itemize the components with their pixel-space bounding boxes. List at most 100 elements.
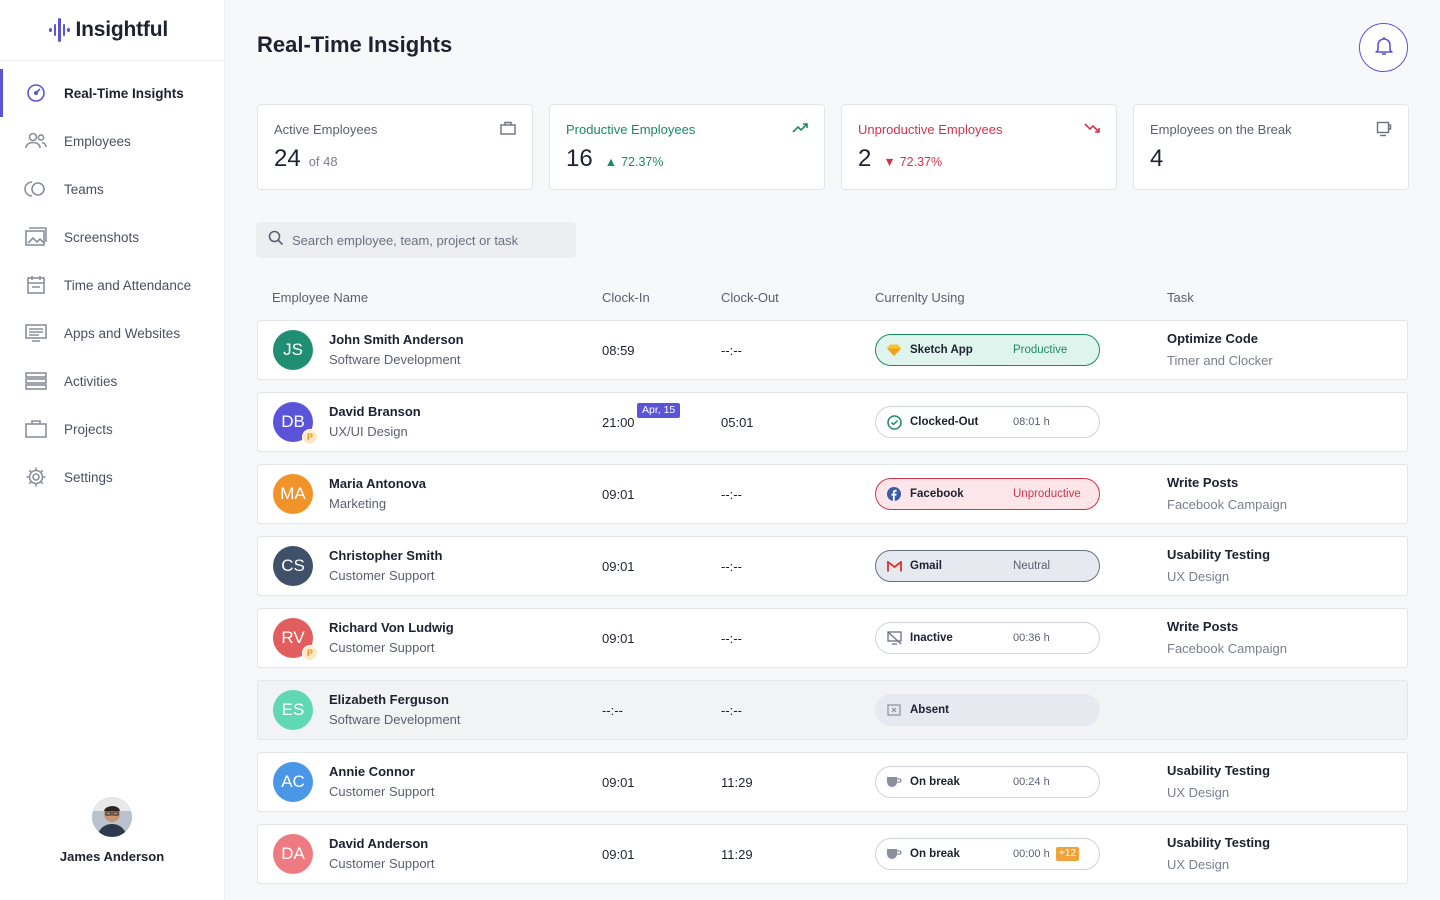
clock-in-time: --:-- bbox=[602, 703, 623, 718]
table-row[interactable]: ES Elizabeth Ferguson Software Developme… bbox=[257, 680, 1408, 740]
task-name: Usability Testing bbox=[1167, 547, 1271, 562]
sidebar-item-time-and-attendance[interactable]: Time and Attendance bbox=[0, 261, 224, 309]
coffee-cup-icon bbox=[886, 774, 902, 790]
clock-out-time: --:-- bbox=[721, 703, 742, 718]
current-app-pill[interactable]: Inactive 00:36 h bbox=[875, 622, 1100, 654]
column-header-employee-name: Employee Name bbox=[272, 290, 369, 305]
table-row[interactable]: CS Christopher Smith Customer Support 09… bbox=[257, 536, 1408, 596]
triangle-up-icon: ▲ bbox=[604, 155, 618, 169]
stat-title: Unproductive Employees bbox=[858, 122, 1003, 137]
clock-in-time: 09:01 bbox=[602, 487, 635, 502]
date-badge: Apr, 15 bbox=[637, 403, 681, 418]
image-icon bbox=[24, 225, 48, 249]
table-row[interactable]: DA David Anderson Customer Support 09:01… bbox=[257, 824, 1408, 884]
employee-team: Customer Support bbox=[329, 640, 435, 655]
current-app-pill[interactable]: Sketch App Productive bbox=[875, 334, 1100, 366]
current-app-pill[interactable]: On break 00:00 h +12 bbox=[875, 838, 1100, 870]
monitor-icon bbox=[24, 321, 48, 345]
avatar: DB bbox=[273, 402, 313, 442]
search-input[interactable] bbox=[292, 232, 562, 248]
bell-icon bbox=[1374, 36, 1393, 59]
task-name: Optimize Code bbox=[1167, 331, 1259, 346]
sidebar: Insightful Real-Time Insights Employees … bbox=[0, 0, 225, 900]
task-project: UX Design bbox=[1167, 785, 1230, 800]
clock-out-time: 11:29 bbox=[721, 775, 753, 790]
sidebar-item-apps-and-websites[interactable]: Apps and Websites bbox=[0, 309, 224, 357]
search-bar[interactable] bbox=[256, 222, 576, 258]
current-app-pill[interactable]: Gmail Neutral bbox=[875, 550, 1100, 582]
sidebar-item-label: Settings bbox=[64, 469, 113, 485]
absent-icon bbox=[886, 702, 902, 718]
task-name: Write Posts bbox=[1167, 475, 1239, 490]
task-project: Facebook Campaign bbox=[1167, 641, 1287, 656]
sidebar-item-label: Screenshots bbox=[64, 229, 140, 245]
sidebar-nav: Real-Time Insights Employees Teams Scree… bbox=[0, 69, 224, 501]
employee-name: Christopher Smith bbox=[329, 548, 443, 563]
duration: 00:36 h bbox=[1013, 632, 1050, 644]
sidebar-item-real-time-insights[interactable]: Real-Time Insights bbox=[0, 69, 224, 117]
clock-in-time: 21:00 bbox=[602, 415, 635, 430]
stat-delta: ▲ 72.37% bbox=[605, 155, 664, 169]
employee-name: Elizabeth Ferguson bbox=[329, 692, 449, 707]
employee-name: David Anderson bbox=[329, 836, 429, 851]
sidebar-item-employees[interactable]: Employees bbox=[0, 117, 224, 165]
task-name: Write Posts bbox=[1167, 619, 1239, 634]
employee-team: Customer Support bbox=[329, 568, 435, 583]
stat-sub: of 48 bbox=[308, 154, 338, 169]
employee-team: Software Development bbox=[329, 352, 461, 367]
productivity-status: Unproductive bbox=[1013, 488, 1081, 500]
facebook-icon bbox=[886, 486, 902, 502]
table-row[interactable]: JS John Smith Anderson Software Developm… bbox=[257, 320, 1408, 380]
task-project: UX Design bbox=[1167, 569, 1230, 584]
clock-in-time: 08:59 bbox=[602, 343, 635, 358]
sidebar-item-label: Time and Attendance bbox=[64, 277, 192, 293]
avatar[interactable] bbox=[92, 797, 132, 837]
stat-title: Active Employees bbox=[274, 122, 378, 137]
sidebar-item-screenshots[interactable]: Screenshots bbox=[0, 213, 224, 261]
list-icon bbox=[24, 369, 48, 393]
current-app-pill[interactable]: Absent bbox=[875, 694, 1100, 726]
sidebar-item-label: Teams bbox=[64, 181, 104, 197]
sidebar-item-label: Projects bbox=[64, 421, 113, 437]
sidebar-item-teams[interactable]: Teams bbox=[0, 165, 224, 213]
sidebar-item-projects[interactable]: Projects bbox=[0, 405, 224, 453]
current-app-pill[interactable]: Facebook Unproductive bbox=[875, 478, 1100, 510]
stat-value: 16 bbox=[566, 145, 593, 172]
current-app-pill[interactable]: Clocked-Out 08:01 h bbox=[875, 406, 1100, 438]
current-app-name: Clocked-Out bbox=[910, 416, 979, 428]
stat-card-productive-employees: Productive Employees 16 ▲ 72.37% bbox=[549, 104, 825, 190]
column-header-clock-in: Clock-In bbox=[602, 290, 650, 305]
sidebar-item-settings[interactable]: Settings bbox=[0, 453, 224, 501]
logo[interactable]: Insightful bbox=[0, 0, 224, 61]
avatar: DA bbox=[273, 834, 313, 874]
sidebar-item-label: Employees bbox=[64, 133, 131, 149]
stat-card-unproductive-employees: Unproductive Employees 2 ▼ 72.37% bbox=[841, 104, 1117, 190]
clock-in-time: 09:01 bbox=[602, 775, 635, 790]
employee-name: Annie Connor bbox=[329, 764, 415, 779]
clock-out-time: --:-- bbox=[721, 631, 742, 646]
stat-title: Employees on the Break bbox=[1150, 122, 1292, 137]
clock-out-time: 11:29 bbox=[721, 847, 753, 862]
current-app-name: On break bbox=[910, 848, 960, 860]
sidebar-item-activities[interactable]: Activities bbox=[0, 357, 224, 405]
user-name: James Anderson bbox=[59, 849, 165, 864]
notification-button[interactable] bbox=[1359, 23, 1408, 72]
task-project: Timer and Clocker bbox=[1167, 353, 1273, 368]
employee-name: David Branson bbox=[329, 404, 421, 419]
avatar: CS bbox=[273, 546, 313, 586]
extra-count-badge: +12 bbox=[1056, 847, 1079, 861]
column-header-task: Task bbox=[1167, 290, 1194, 305]
clock-out-time: --:-- bbox=[721, 487, 742, 502]
table-row[interactable]: RV P Richard Von Ludwig Customer Support… bbox=[257, 608, 1408, 668]
coffee-cup-icon bbox=[886, 846, 902, 862]
table-row[interactable]: MA Maria Antonova Marketing 09:01 --:-- … bbox=[257, 464, 1408, 524]
current-app-name: Facebook bbox=[910, 488, 964, 500]
employee-team: Customer Support bbox=[329, 856, 435, 871]
page-title: Real-Time Insights bbox=[257, 32, 453, 57]
user-profile[interactable]: James Anderson bbox=[0, 797, 224, 864]
current-app-pill[interactable]: On break 00:24 h bbox=[875, 766, 1100, 798]
sidebar-item-label: Apps and Websites bbox=[64, 325, 181, 341]
table-row[interactable]: DB P David Branson UX/UI Design 21:00 Ap… bbox=[257, 392, 1408, 452]
productivity-status: Productive bbox=[1013, 344, 1068, 356]
table-row[interactable]: AC Annie Connor Customer Support 09:01 1… bbox=[257, 752, 1408, 812]
